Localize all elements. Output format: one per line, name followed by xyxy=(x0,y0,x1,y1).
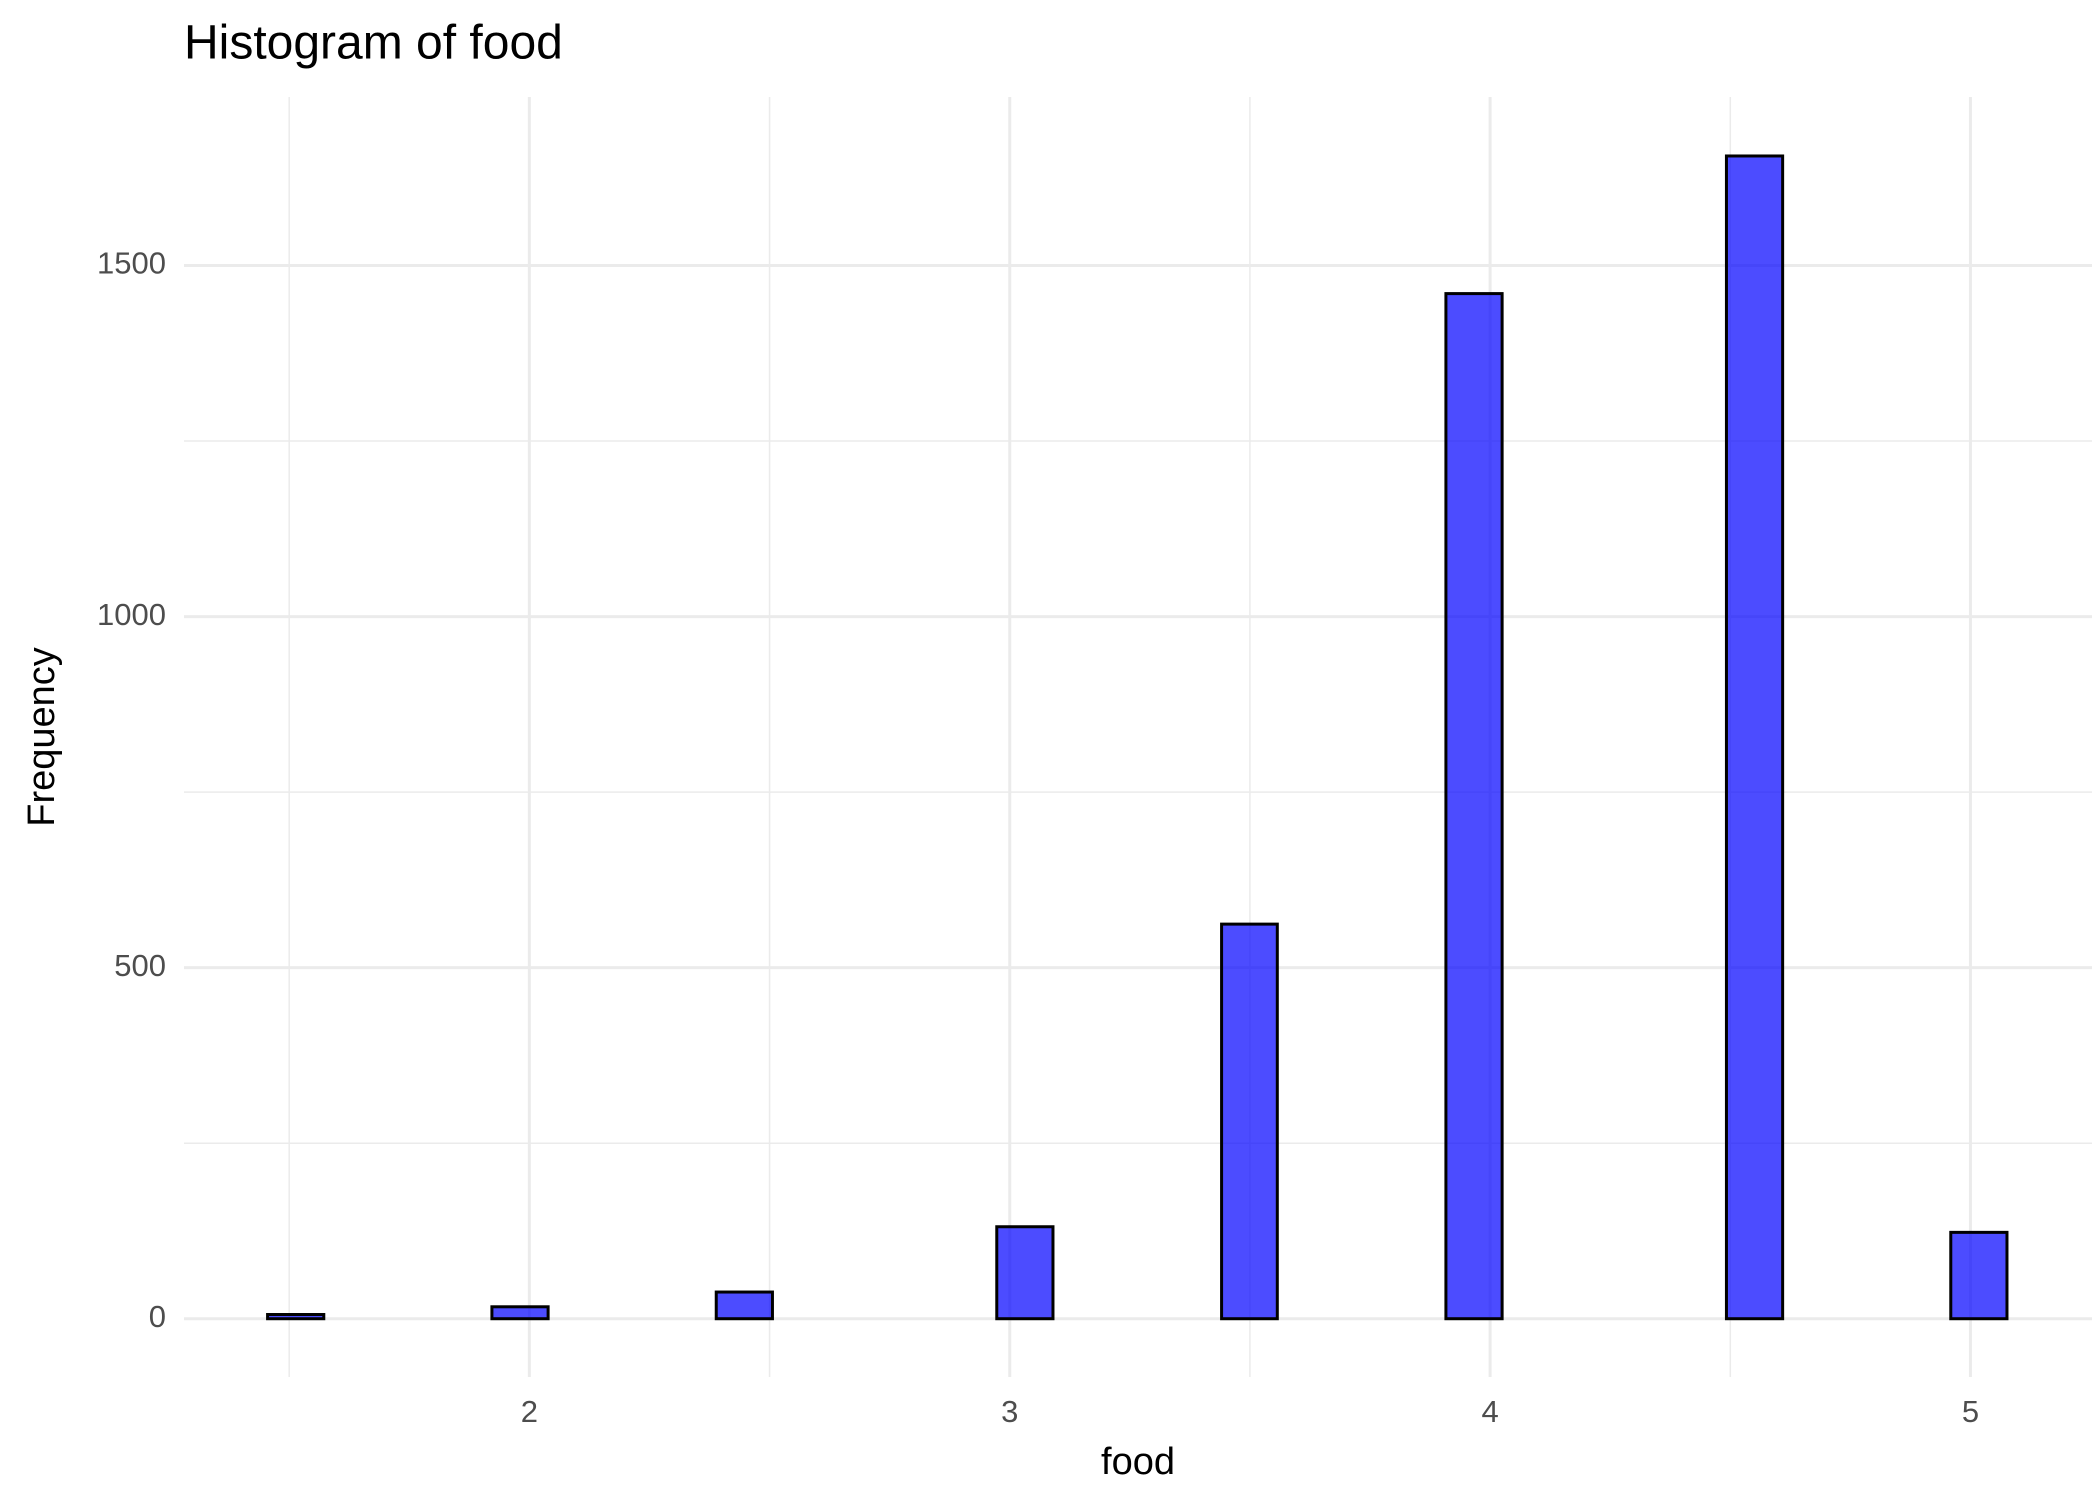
y-tick-label: 1500 xyxy=(97,246,166,281)
chart-title: Histogram of food xyxy=(184,17,563,70)
y-tick-label: 500 xyxy=(114,948,166,983)
y-axis-title: Frequency xyxy=(21,647,63,827)
bar xyxy=(1220,922,1279,1321)
x-tick-label: 5 xyxy=(1962,1394,1979,1429)
y-tick-label: 0 xyxy=(149,1299,166,1334)
bar xyxy=(266,1313,326,1321)
x-tick-label: 4 xyxy=(1481,1394,1498,1429)
bar xyxy=(490,1305,550,1321)
x-tick-label: 3 xyxy=(1001,1394,1018,1429)
x-axis-title: food xyxy=(1101,1441,1175,1483)
bar xyxy=(714,1290,774,1321)
x-tick-label: 2 xyxy=(521,1394,538,1429)
bar xyxy=(995,1225,1055,1321)
bar xyxy=(1444,292,1504,1321)
y-tick-label: 1000 xyxy=(97,597,166,632)
bar xyxy=(1949,1230,2009,1321)
bar xyxy=(1724,154,1785,1321)
